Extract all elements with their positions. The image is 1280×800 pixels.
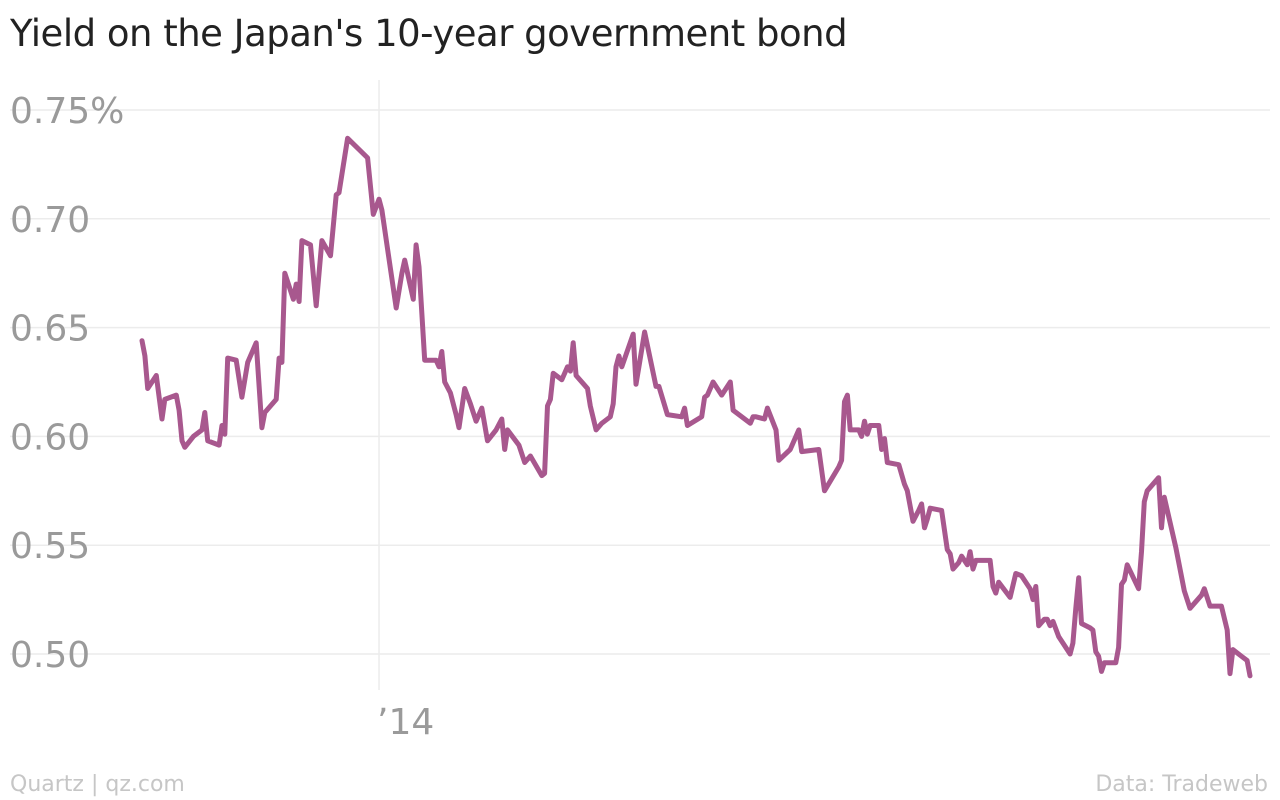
y-tick-label: 0.60 [10, 417, 90, 458]
y-tick-label: 0.75% [10, 91, 124, 132]
y-tick-label: 0.70 [10, 200, 90, 241]
gridlines [10, 109, 1270, 655]
data-source: Data: Tradeweb [1095, 772, 1268, 797]
y-axis-tick-labels: 0.75% 0.70 0.65 0.60 0.55 0.50 [10, 91, 124, 676]
source-credit: Quartz | qz.com [10, 772, 185, 797]
x-tick-label: ’14 [377, 702, 434, 743]
series-line [139, 135, 1253, 679]
y-tick-label: 0.65 [10, 309, 90, 350]
y-tick-label: 0.55 [10, 526, 90, 567]
y-tick-label: 0.50 [10, 635, 90, 676]
series-group [139, 135, 1253, 679]
line-chart: 0.75% 0.70 0.65 0.60 0.55 0.50 ’14 [10, 80, 1270, 743]
chart-title: Yield on the Japan's 10-year government … [10, 12, 848, 55]
x-axis-tick-labels: ’14 [377, 702, 434, 743]
